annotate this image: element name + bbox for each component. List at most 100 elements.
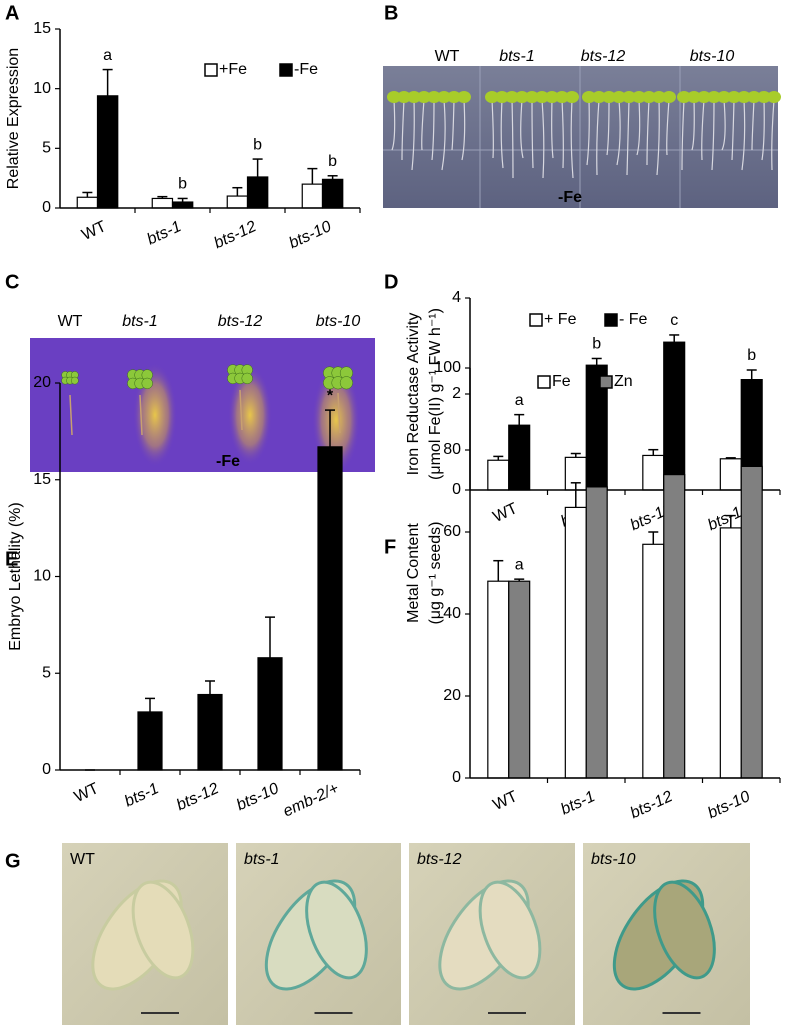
cotyledon — [387, 91, 401, 103]
cotyledon — [602, 91, 616, 103]
y-axis-label: Relative Expression — [5, 48, 22, 189]
panel-letter: F — [384, 536, 396, 558]
root — [531, 99, 534, 169]
bar — [719, 458, 742, 491]
photo-label: WT — [58, 313, 83, 330]
root — [656, 99, 660, 176]
root — [570, 99, 574, 179]
y-tick-label: 10 — [33, 568, 51, 585]
panel-letter: B — [384, 2, 398, 24]
root — [520, 99, 524, 159]
root — [239, 389, 243, 431]
photo-label: WT — [70, 851, 95, 868]
y-axis-label: Embryo Lethality (%) — [7, 502, 24, 651]
y-tick-label: 0 — [42, 761, 51, 778]
root — [616, 99, 621, 166]
bar — [137, 711, 163, 771]
cotyledon — [717, 91, 731, 103]
panel-letter: C — [5, 271, 19, 293]
panel-letter: G — [5, 850, 21, 872]
cotyledon — [662, 91, 676, 103]
legend-label: Fe — [552, 373, 571, 390]
cotyledon — [582, 91, 596, 103]
root — [596, 99, 600, 176]
y-axis-label: (μg g⁻¹ seeds) — [427, 521, 444, 624]
root — [337, 392, 341, 434]
root — [391, 99, 396, 151]
root — [666, 99, 670, 156]
photo-label: bts-1 — [244, 851, 280, 868]
x-tick-label: bts-1 — [145, 218, 184, 248]
y-tick-label: 5 — [42, 140, 51, 157]
legend-swatch — [529, 313, 543, 327]
bar — [257, 657, 283, 771]
bar — [508, 580, 531, 779]
legend-label: + Fe — [544, 311, 577, 328]
root — [69, 394, 73, 436]
photo-label: bts-12 — [417, 851, 462, 868]
cotyledon — [757, 91, 771, 103]
bar — [719, 527, 742, 779]
root — [691, 99, 695, 151]
cotyledon — [592, 91, 606, 103]
cotyledon — [555, 91, 569, 103]
root — [636, 99, 641, 156]
bar — [642, 454, 665, 491]
cotyledon — [417, 91, 431, 103]
photo-label: bts-10 — [690, 48, 735, 65]
y-tick-label: 20 — [33, 374, 51, 391]
legend-swatch — [599, 375, 613, 389]
photo-label: bts-12 — [218, 313, 263, 330]
cotyledon — [697, 91, 711, 103]
chart: A Relative Expression 0 5 10 15 WT a bts-1 b bts-1… — [5, 2, 361, 252]
y-axis-label: Iron Reductase Activity — [405, 313, 422, 476]
y-axis-label: Metal Content — [405, 523, 422, 623]
y-tick-label: 10 — [33, 80, 51, 97]
panel-letter: E — [5, 548, 18, 570]
condition-label: -Fe — [216, 453, 240, 470]
cotyledon — [642, 91, 656, 103]
x-tick-label: bts-1 — [558, 788, 597, 818]
root — [731, 99, 735, 161]
y-axis-label: (μmol Fe(II) g⁻¹ FW h⁻¹) — [427, 308, 444, 480]
root — [741, 99, 746, 171]
leaf — [70, 376, 79, 385]
significance-letter: b — [253, 136, 262, 153]
photo-label: bts-1 — [122, 313, 158, 330]
y-tick-label: 60 — [443, 523, 461, 540]
root — [606, 99, 610, 156]
x-tick-label: WT — [490, 788, 520, 814]
root — [431, 99, 435, 161]
bar — [226, 195, 249, 209]
legend-label: -Fe — [294, 61, 318, 78]
root — [511, 99, 514, 179]
bar — [197, 693, 223, 771]
x-tick-label: bts-12 — [211, 218, 259, 252]
x-tick-label: WT — [72, 780, 102, 806]
root — [711, 99, 715, 171]
bar — [585, 486, 608, 779]
photo-label: bts-10 — [591, 851, 636, 868]
bar — [151, 197, 174, 209]
cotyledon — [495, 91, 509, 103]
x-tick-label: bts-10 — [286, 218, 334, 252]
significance-letter: a — [515, 392, 524, 409]
bar — [171, 201, 194, 209]
root — [721, 99, 726, 151]
photo-label: bts-1 — [499, 48, 535, 65]
leaf — [241, 372, 253, 385]
root — [561, 99, 564, 169]
cotyledon — [437, 91, 451, 103]
cotyledon — [622, 91, 636, 103]
root — [541, 99, 545, 179]
root — [421, 99, 425, 151]
embryo — [478, 880, 542, 980]
bar — [76, 196, 99, 209]
cotyledon — [737, 91, 751, 103]
bar — [564, 506, 587, 779]
cotyledon — [747, 91, 761, 103]
embryo — [305, 880, 368, 980]
x-tick-label: bts-12 — [174, 780, 222, 814]
bar — [96, 95, 119, 209]
